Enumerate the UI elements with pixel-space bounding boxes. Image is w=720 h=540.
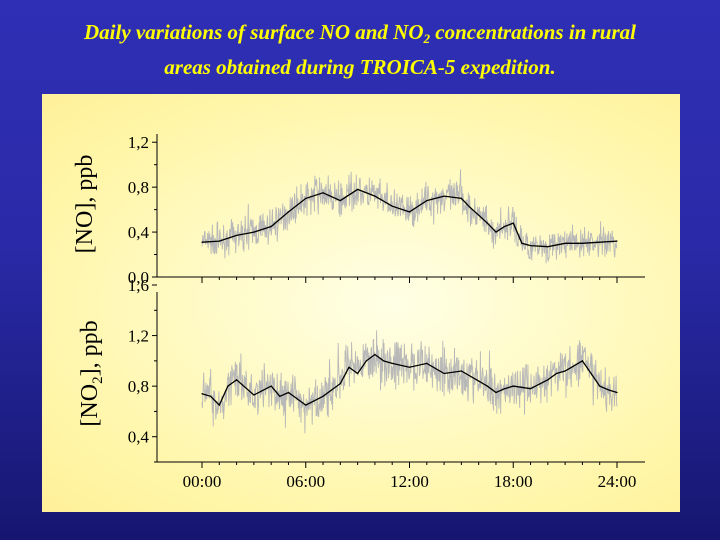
mean-point bbox=[521, 242, 523, 244]
mean-point bbox=[512, 385, 514, 387]
y-tick-label: 0,0 bbox=[128, 268, 149, 287]
y-axis-label-2: [NO2], ppb bbox=[77, 320, 106, 426]
mean-point bbox=[486, 385, 488, 387]
x-tick-label: 18:00 bbox=[494, 472, 533, 491]
mean-point bbox=[374, 195, 376, 197]
raw-data-line-2 bbox=[201, 330, 618, 434]
mean-point bbox=[599, 385, 601, 387]
mean-point bbox=[339, 200, 341, 202]
mean-point bbox=[590, 372, 592, 375]
y-tick-label: 0,8 bbox=[128, 178, 149, 197]
mean-point bbox=[616, 391, 618, 394]
mean-point bbox=[478, 380, 480, 382]
mean-point bbox=[235, 379, 238, 381]
mean-point bbox=[201, 241, 203, 243]
mean-point bbox=[305, 197, 307, 199]
mean-point bbox=[426, 200, 428, 202]
mean-point bbox=[391, 362, 393, 364]
mean-point bbox=[227, 385, 229, 387]
chart-svg: 0,0 0,4 0,8 1,2 [NO], ppb 0,4 0,8 1,2 1,6 [NO2], … bbox=[72, 133, 645, 491]
mean-point bbox=[495, 391, 497, 394]
x-tick-label: 24:00 bbox=[598, 472, 637, 491]
mean-point bbox=[495, 231, 497, 233]
mean-point bbox=[270, 225, 272, 228]
mean-point bbox=[322, 192, 324, 194]
mean-point bbox=[460, 197, 462, 199]
y-tick-label: 0,4 bbox=[128, 428, 150, 447]
title-line-1: Daily variations of surface NO and NO2 c… bbox=[84, 20, 636, 46]
mean-point bbox=[504, 388, 506, 390]
y-tick-label: 1,6 bbox=[128, 276, 149, 295]
mean-point bbox=[581, 360, 584, 362]
mean-point bbox=[365, 360, 367, 362]
mean-point bbox=[408, 366, 411, 368]
mean-point bbox=[555, 372, 558, 375]
y-axis-label-1: [NO], ppb bbox=[72, 155, 98, 254]
mean-point bbox=[443, 372, 445, 375]
y-tick-label: 0,8 bbox=[128, 377, 149, 396]
mean-point bbox=[529, 244, 532, 247]
mean-point bbox=[426, 362, 428, 364]
mean-point bbox=[469, 206, 471, 208]
mean-point bbox=[391, 205, 393, 207]
mean-point bbox=[443, 195, 445, 197]
mean-point bbox=[581, 242, 584, 244]
title-line-2: areas obtained during TROICA-5 expeditio… bbox=[164, 55, 556, 79]
mean-point bbox=[504, 225, 506, 228]
slide-title: Daily variations of surface NO and NO2 c… bbox=[0, 18, 720, 81]
mean-point bbox=[460, 370, 462, 372]
mean-point bbox=[478, 214, 480, 216]
mean-line-2 bbox=[201, 353, 618, 407]
mean-point bbox=[270, 385, 272, 387]
mean-point bbox=[547, 379, 549, 381]
y-tick-label: 1,2 bbox=[128, 327, 149, 346]
mean-point bbox=[339, 383, 341, 385]
mean-point bbox=[607, 389, 609, 391]
mean-point bbox=[348, 366, 350, 368]
mean-point bbox=[218, 240, 220, 242]
mean-point bbox=[279, 395, 281, 397]
mean-point bbox=[287, 391, 290, 394]
mean-point bbox=[287, 211, 290, 213]
x-tick-label: 12:00 bbox=[390, 472, 429, 491]
mean-point bbox=[408, 211, 411, 213]
y-tick-label: 1,2 bbox=[128, 133, 149, 152]
mean-point bbox=[305, 404, 307, 406]
mean-point bbox=[253, 231, 255, 233]
mean-point bbox=[382, 360, 385, 362]
mean-point bbox=[512, 222, 514, 224]
y-tick-label: 0,4 bbox=[128, 223, 150, 242]
mean-point bbox=[201, 393, 203, 395]
x-tick-label: 06:00 bbox=[286, 472, 325, 491]
chart-panel: 0,0 0,4 0,8 1,2 [NO], ppb 0,4 0,8 1,2 1,6 [NO2], … bbox=[42, 94, 680, 512]
mean-point bbox=[235, 234, 238, 237]
mean-point bbox=[564, 370, 566, 372]
mean-point bbox=[357, 188, 359, 190]
mean-point bbox=[218, 404, 220, 406]
mean-point bbox=[547, 246, 549, 248]
mean-point bbox=[564, 242, 566, 244]
mean-point bbox=[253, 394, 255, 396]
mean-point bbox=[322, 395, 324, 397]
mean-point bbox=[210, 395, 212, 397]
x-tick-label: 00:00 bbox=[183, 472, 222, 491]
mean-point bbox=[616, 240, 618, 242]
raw-data-line-1 bbox=[201, 169, 618, 264]
mean-point bbox=[599, 241, 601, 243]
mean-point bbox=[529, 388, 532, 390]
mean-point bbox=[486, 222, 488, 224]
mean-point bbox=[374, 353, 376, 356]
mean-point bbox=[357, 372, 359, 375]
